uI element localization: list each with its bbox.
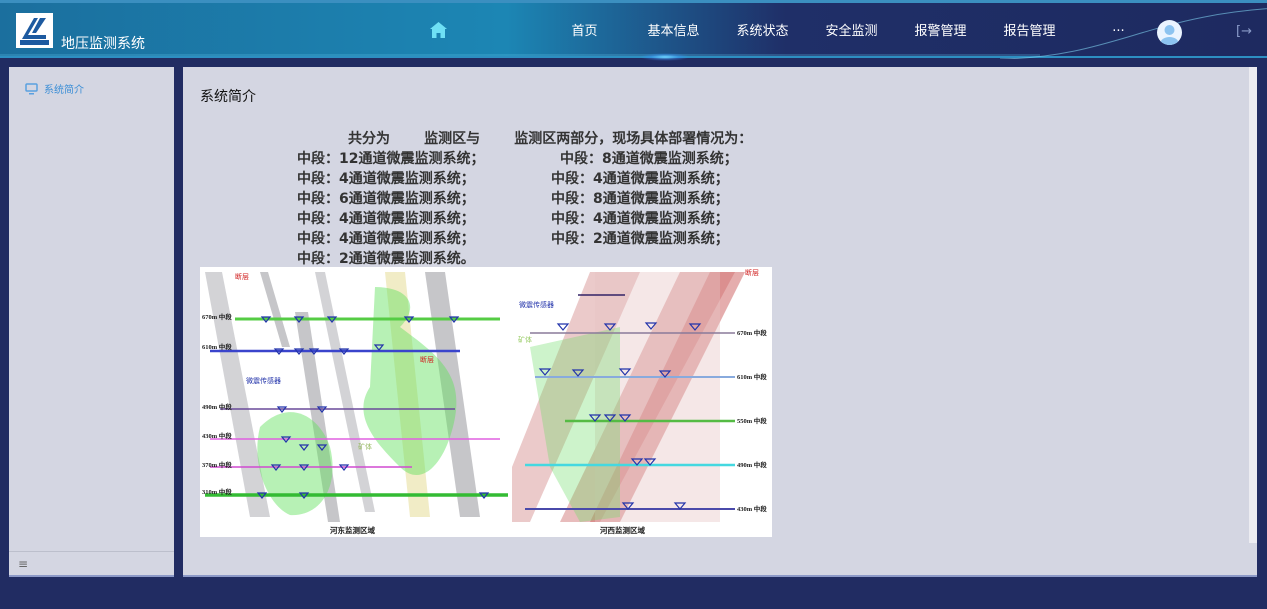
nav-alarm-management[interactable]: 报警管理: [914, 24, 967, 39]
logo: [16, 13, 53, 48]
west-ore-label: 矿体: [518, 335, 532, 344]
right-list-item: 中段：8通道微震监测系统；: [560, 151, 738, 167]
west-fault-label: 断层: [745, 268, 759, 277]
east-level-label: 430m 中段: [202, 431, 232, 440]
left-list-item: 中段：4通道微震监测系统；: [297, 231, 475, 247]
intro-line: 共分为 监测区与 监测区两部分，现场具体部署情况为：: [348, 131, 753, 147]
nav-basic-info[interactable]: 基本信息: [647, 24, 700, 39]
left-list-item: 中段：6通道微震监测系统；: [297, 191, 475, 207]
east-level-label: 370m 中段: [202, 460, 232, 469]
scrollbar[interactable]: [1249, 67, 1257, 543]
page-title: 系统简介: [200, 89, 256, 105]
east-fault-label: 断层: [235, 272, 249, 281]
east-level-label: 670m 中段: [202, 312, 232, 321]
west-level-label: 490m 中段: [737, 460, 767, 469]
east-sensor-label: 微震传感器: [246, 376, 281, 385]
avatar-icon[interactable]: [1157, 20, 1182, 45]
right-list-item: 中段：4通道微震监测系统；: [551, 211, 729, 227]
monitor-icon: [25, 82, 38, 94]
west-level-label: 610m 中段: [737, 372, 767, 381]
sidebar-footer: ≡: [9, 551, 174, 575]
app-title: 地压监测系统: [61, 36, 145, 52]
home-icon[interactable]: [430, 22, 447, 38]
right-list-item: 中段：4通道微震监测系统；: [551, 171, 729, 187]
nav-report-management[interactable]: 报告管理: [1003, 24, 1056, 39]
east-level-label: 610m 中段: [202, 342, 232, 351]
east-fault-label-2: 断层: [420, 355, 434, 364]
east-ore-label: 矿体: [358, 442, 372, 451]
west-level-label: 550m 中段: [737, 416, 767, 425]
nav-home[interactable]: 首页: [571, 24, 598, 39]
sidebar: 系统简介 ≡: [9, 67, 174, 577]
sidebar-item-label: 系统简介: [44, 85, 84, 96]
monitoring-area-figure: 670m 中段 610m 中段 490m 中段 430m 中段 370m 中段 …: [200, 267, 772, 537]
left-list-item: 中段：4通道微震监测系统；: [297, 171, 475, 187]
left-list-item: 中段：12通道微震监测系统；: [297, 151, 485, 167]
right-list-item: 中段：2通道微震监测系统；: [551, 231, 729, 247]
top-header: 地压监测系统 首页 基本信息 系统状态 安全监测 报警管理 报告管理 ··· […: [0, 0, 1267, 61]
east-level-label: 490m 中段: [202, 402, 232, 411]
west-caption: 河西监测区域: [600, 525, 645, 535]
logout-icon[interactable]: [→: [1236, 24, 1252, 39]
right-list-item: 中段：8通道微震监测系统；: [551, 191, 729, 207]
west-level-label: 670m 中段: [737, 328, 767, 337]
main-nav: 首页 基本信息 系统状态 安全监测 报警管理 报告管理 ···: [540, 3, 1163, 61]
east-caption: 河东监测区域: [330, 525, 375, 535]
nav-safety-monitoring[interactable]: 安全监测: [825, 24, 878, 39]
west-area-diagram: 670m 中段 610m 中段 550m 中段 490m 中段 430m 中段 …: [512, 268, 767, 535]
east-area-diagram: 670m 中段 610m 中段 490m 中段 430m 中段 370m 中段 …: [202, 272, 508, 535]
east-level-label: 310m 中段: [202, 487, 232, 496]
nav-more[interactable]: ···: [1112, 24, 1125, 39]
main-panel: 系统简介 共分为 监测区与 监测区两部分，现场具体部署情况为： 中段：12通道微…: [183, 67, 1257, 577]
left-list-item: 中段：2通道微震监测系统。: [297, 251, 475, 267]
sidebar-item-system-intro[interactable]: 系统简介: [25, 81, 84, 96]
menu-icon[interactable]: ≡: [18, 557, 29, 571]
left-list-item: 中段：4通道微震监测系统；: [297, 211, 475, 227]
west-sensor-label: 微震传感器: [519, 300, 554, 309]
header-decoration: [0, 8, 1267, 59]
active-nav-indicator: [640, 53, 690, 61]
nav-system-status[interactable]: 系统状态: [736, 24, 789, 39]
west-level-label: 430m 中段: [737, 504, 767, 513]
